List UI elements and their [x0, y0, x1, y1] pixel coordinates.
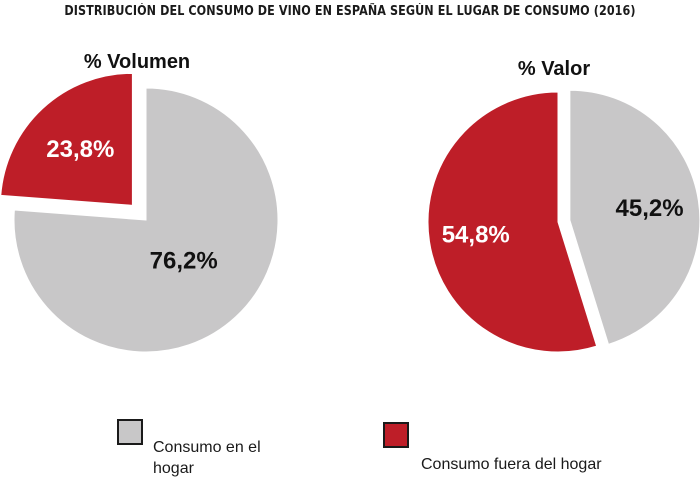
pie-volumen-slice-hogar: [13, 87, 279, 353]
pie-valor-title: % Valor: [518, 58, 590, 80]
pie-volumen: 23,8% 76,2%: [0, 72, 279, 353]
legend-item-hogar: Consumo en el hogar: [117, 419, 263, 479]
pie-volumen-slice-fuera-label: 23,8%: [46, 136, 114, 163]
legend-label-fuera: Consumo fuera del hogar: [421, 456, 602, 473]
legend-swatch-hogar: [117, 419, 143, 445]
pie-valor-slice-fuera: [427, 91, 598, 353]
pie-volumen-title: % Volumen: [84, 51, 190, 73]
pie-valor-slice-hogar-label: 45,2%: [616, 195, 684, 222]
pie-valor: 45,2% 54,8%: [427, 89, 700, 353]
legend-item-fuera: Consumo fuera del hogar: [383, 422, 641, 475]
legend-swatch-fuera: [383, 422, 409, 448]
legend-label-hogar: Consumo en el hogar: [153, 439, 261, 477]
pie-valor-slice-fuera-label: 54,8%: [442, 221, 510, 248]
pie-valor-slice-hogar: [569, 89, 700, 345]
pie-volumen-slice-fuera: [0, 72, 133, 206]
pie-volumen-slice-hogar-label: 76,2%: [150, 248, 218, 275]
chart-title: DISTRIBUCIÓN DEL CONSUMO DE VINO EN ESPA…: [64, 4, 636, 19]
